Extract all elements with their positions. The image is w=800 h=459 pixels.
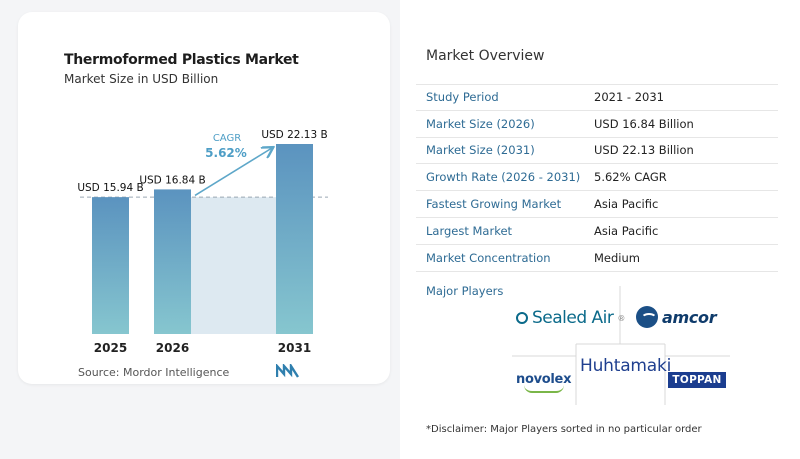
source-text: Source: Mordor Intelligence — [78, 366, 230, 379]
bar-2031 — [276, 144, 313, 334]
amcor-circle-icon — [636, 306, 658, 328]
overview-value: USD 16.84 Billion — [594, 116, 694, 131]
overview-label: Market Size (2031) — [426, 143, 535, 158]
overview-row: Market Size (2026) USD 16.84 Billion — [416, 111, 778, 138]
bar-2025 — [92, 197, 129, 334]
novolex-arc-icon — [524, 385, 564, 393]
overview-value: Asia Pacific — [594, 197, 659, 212]
bar-chart: USD 15.94 B 2025 USD 16.84 B 2026 USD 22.13 … — [77, 129, 328, 355]
sealed-air-logo: Sealed Air ® — [516, 308, 625, 328]
value-label-2025: USD 15.94 B — [77, 182, 143, 194]
overview-card — [400, 0, 800, 459]
bar-2026 — [154, 189, 191, 334]
overview-row: Market Concentration Medium — [416, 245, 778, 272]
registered-mark: ® — [617, 313, 625, 323]
amcor-logo: amcor — [636, 306, 717, 328]
overview-value: 2021 - 2031 — [594, 90, 664, 105]
disclaimer-text: *Disclaimer: Major Players sorted in no … — [426, 424, 702, 435]
category-label-2026: 2026 — [156, 341, 189, 355]
sealed-air-ring-icon — [516, 312, 528, 324]
toppan-logo: TOPPAN — [668, 372, 726, 388]
overview-row: Fastest Growing Market Asia Pacific — [416, 191, 778, 218]
overview-table: Study Period 2021 - 2031 Market Size (202… — [416, 84, 778, 272]
overview-value: Asia Pacific — [594, 223, 659, 238]
overview-value: 5.62% CAGR — [594, 170, 667, 185]
overview-value: Medium — [594, 250, 640, 265]
overview-row: Largest Market Asia Pacific — [416, 218, 778, 245]
value-label-2031: USD 22.13 B — [261, 129, 327, 141]
category-label-2031: 2031 — [278, 341, 311, 355]
overview-value: USD 22.13 Billion — [594, 143, 694, 158]
chart-subtitle: Market Size in USD Billion — [64, 72, 219, 86]
category-label-2025: 2025 — [94, 341, 127, 355]
overview-label: Largest Market — [426, 223, 513, 238]
chart-title: Thermoformed Plastics Market — [64, 52, 299, 68]
growth-band — [191, 197, 276, 334]
novolex-logo: novolex — [516, 372, 571, 393]
huhtamaki-logo: Huhtamaki — [580, 356, 672, 376]
overview-title: Market Overview — [426, 48, 545, 64]
overview-label: Study Period — [426, 90, 499, 105]
overview-label: Fastest Growing Market — [426, 197, 562, 212]
mordor-logo-icon — [276, 364, 300, 378]
amcor-logo-text: amcor — [662, 307, 717, 327]
novolex-logo-text: novolex — [516, 372, 572, 387]
cagr-label: CAGR — [213, 133, 241, 144]
value-label-2026: USD 16.84 B — [139, 174, 205, 186]
overview-label: Growth Rate (2026 - 2031) — [426, 170, 581, 185]
cagr-value: 5.62% — [205, 146, 247, 160]
overview-row: Market Size (2031) USD 22.13 Billion — [416, 138, 778, 165]
cagr-arrow — [194, 148, 272, 197]
sealed-air-logo-text: Sealed Air — [532, 308, 614, 328]
major-players-title: Major Players — [426, 284, 504, 298]
overview-row: Growth Rate (2026 - 2031) 5.62% CAGR — [416, 164, 778, 192]
overview-row: Study Period 2021 - 2031 — [416, 84, 778, 111]
overview-label: Market Concentration — [426, 250, 551, 265]
overview-label: Market Size (2026) — [426, 116, 535, 131]
